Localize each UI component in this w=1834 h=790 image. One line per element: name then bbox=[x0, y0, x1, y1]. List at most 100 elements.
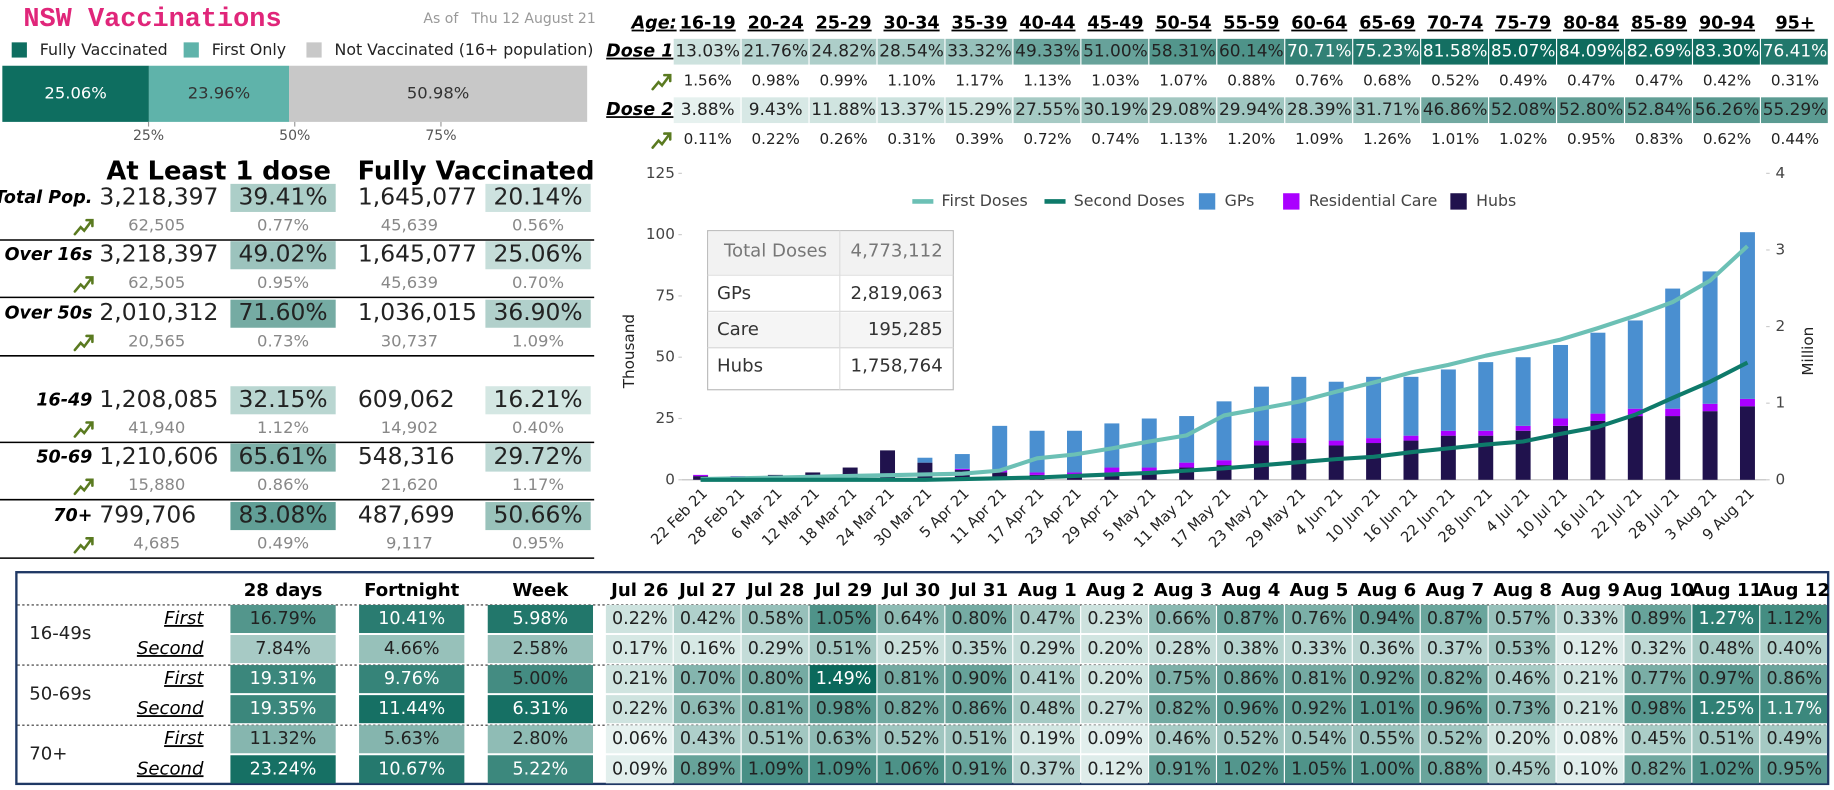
age-pct: 21.76% bbox=[743, 41, 808, 61]
cell-value: 0.82% bbox=[1631, 759, 1687, 779]
cell-value: 0.06% bbox=[612, 729, 668, 749]
legend-label: First Only bbox=[212, 40, 286, 59]
column-header: Aug 4 bbox=[1222, 580, 1281, 601]
change: 0.73% bbox=[257, 331, 309, 350]
bar-segment bbox=[1515, 430, 1531, 480]
age-pct: 46.86% bbox=[1423, 99, 1488, 119]
age-pct: 56.26% bbox=[1695, 99, 1760, 119]
cell-value: 0.82% bbox=[1427, 669, 1483, 689]
heat-cell bbox=[230, 604, 336, 634]
heat-cell bbox=[741, 635, 809, 664]
cell-value: 0.09% bbox=[612, 759, 668, 779]
cell-value: 0.66% bbox=[1155, 609, 1211, 629]
cell-value: 5.63% bbox=[384, 729, 440, 749]
count: 487,699 bbox=[358, 501, 455, 529]
age-pct: 52.84% bbox=[1627, 99, 1692, 119]
cell-value: 0.86% bbox=[1223, 669, 1279, 689]
age-change: 0.47% bbox=[1567, 71, 1615, 89]
age-change: 0.39% bbox=[955, 130, 1003, 148]
heat-cell bbox=[487, 604, 594, 634]
row-label: First bbox=[164, 668, 204, 689]
age-cell bbox=[809, 97, 877, 124]
heat-cell bbox=[741, 725, 809, 754]
count: 1,036,015 bbox=[358, 298, 477, 326]
as-of: As of bbox=[423, 11, 459, 27]
column-header: Aug 2 bbox=[1086, 580, 1145, 601]
cell-value: 0.90% bbox=[952, 669, 1008, 689]
bar-segment bbox=[880, 450, 896, 480]
age-cell bbox=[1693, 38, 1760, 65]
age-change: 0.74% bbox=[1091, 130, 1139, 148]
cell-value: 0.81% bbox=[884, 669, 940, 689]
age-cell bbox=[1013, 97, 1081, 124]
heat-cell bbox=[809, 755, 877, 784]
cell-value: 0.45% bbox=[1495, 759, 1551, 779]
cell-value: 7.84% bbox=[255, 639, 311, 659]
bar-segment bbox=[1104, 423, 1120, 468]
column-header: Jul 27 bbox=[677, 580, 736, 601]
heat-cell bbox=[1420, 755, 1488, 784]
age-group: 50-54 bbox=[1155, 14, 1211, 34]
age-change: 0.88% bbox=[1227, 71, 1275, 89]
age-group: 40-44 bbox=[1019, 14, 1075, 34]
heat-cell bbox=[1556, 635, 1624, 664]
cell-value: 5.98% bbox=[513, 609, 569, 629]
heat-cell bbox=[1556, 725, 1624, 754]
heat-cell bbox=[487, 695, 594, 724]
bar-segment bbox=[1440, 435, 1456, 480]
heat-cell bbox=[1013, 604, 1081, 634]
progress-segment bbox=[2, 65, 149, 122]
heat-cell bbox=[605, 665, 673, 694]
age-pct: 51.00% bbox=[1083, 41, 1148, 61]
cell-value: 23.24% bbox=[250, 759, 317, 779]
group-label: 70+ bbox=[29, 743, 67, 764]
cell-value: 0.16% bbox=[680, 639, 736, 659]
cell-value: 0.36% bbox=[1359, 639, 1415, 659]
heat-cell bbox=[1081, 635, 1148, 664]
pct-cell bbox=[230, 183, 336, 212]
age-pct: 76.41% bbox=[1763, 41, 1828, 61]
age-cell bbox=[1149, 97, 1217, 124]
age-pct: 85.07% bbox=[1491, 41, 1556, 61]
count: 1,645,077 bbox=[358, 182, 477, 210]
bar-segment bbox=[1665, 288, 1681, 409]
bar-segment bbox=[1665, 416, 1681, 480]
heat-cell bbox=[1013, 755, 1081, 784]
bar-segment bbox=[1702, 271, 1718, 404]
age-pct: 13.03% bbox=[675, 41, 740, 61]
age-group: 55-59 bbox=[1223, 14, 1279, 34]
cell-value: 0.37% bbox=[1019, 759, 1075, 779]
age-change: 0.95% bbox=[1567, 130, 1615, 148]
cell-value: 0.29% bbox=[748, 639, 804, 659]
column-header: Aug 1 bbox=[1018, 580, 1077, 601]
heat-cell bbox=[1624, 635, 1692, 664]
age-change: 1.01% bbox=[1431, 130, 1479, 148]
change: 0.70% bbox=[512, 273, 564, 292]
cell-value: 0.87% bbox=[1223, 609, 1279, 629]
heat-cell bbox=[1488, 635, 1556, 664]
cell-value: 0.89% bbox=[680, 759, 736, 779]
heat-cell bbox=[1488, 665, 1556, 694]
cell-value: 0.95% bbox=[1766, 759, 1822, 779]
cell-value: 0.33% bbox=[1291, 639, 1347, 659]
trend-icon bbox=[73, 421, 94, 438]
bar-segment bbox=[1665, 408, 1681, 417]
bar-segment bbox=[1739, 232, 1755, 399]
age-change: 1.07% bbox=[1159, 71, 1207, 89]
row-label: First bbox=[164, 608, 204, 629]
cell-value: 0.51% bbox=[748, 729, 804, 749]
dose-label: Dose 2 bbox=[606, 100, 673, 120]
heat-cell bbox=[945, 755, 1013, 784]
change: 20,565 bbox=[128, 331, 185, 350]
row-label: Second bbox=[137, 698, 204, 719]
pct-cell bbox=[485, 386, 591, 415]
heat-cell bbox=[673, 604, 741, 634]
cell-value: 0.28% bbox=[1155, 639, 1211, 659]
heat-cell bbox=[1217, 725, 1284, 754]
bar-segment bbox=[1403, 376, 1419, 436]
age-pct: 52.08% bbox=[1491, 99, 1556, 119]
bar-segment bbox=[1627, 416, 1643, 480]
heat-cell bbox=[1420, 695, 1488, 724]
age-cell bbox=[1693, 97, 1760, 124]
heat-cell bbox=[1420, 725, 1488, 754]
